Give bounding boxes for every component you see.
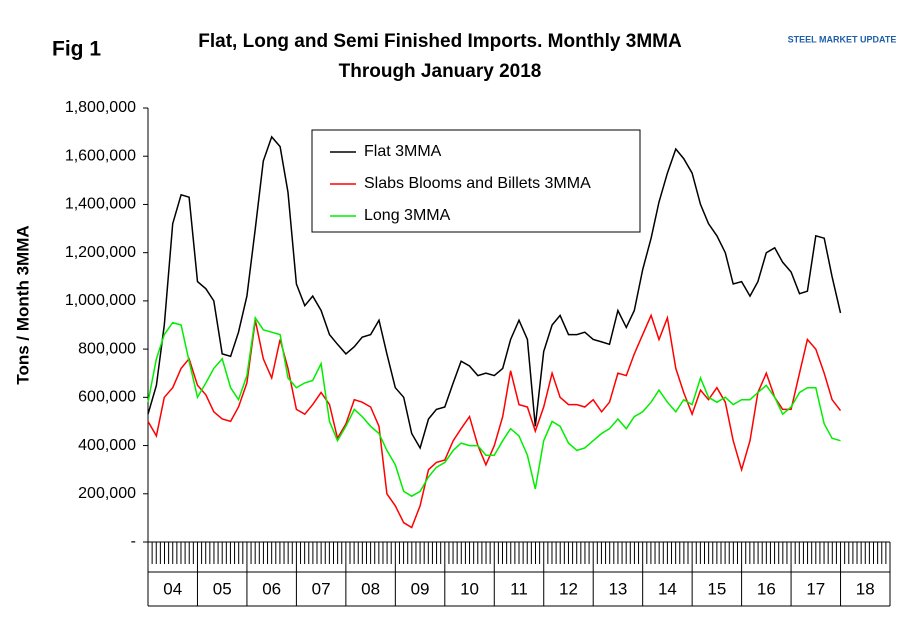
x-tick-label: 06 (262, 579, 281, 598)
series-line (147, 315, 841, 498)
x-tick-label: 17 (806, 579, 825, 598)
x-tick-label: 11 (510, 579, 528, 598)
chart-title: Flat, Long and Semi Finished Imports. Mo… (198, 31, 682, 52)
y-tick-label: 1,200,000 (65, 244, 136, 261)
x-tick-label: 10 (460, 579, 479, 598)
x-tick-label: 14 (658, 579, 677, 598)
y-tick-label: 1,400,000 (65, 196, 136, 213)
logo: STEEL MARKET UPDATE (788, 34, 897, 44)
legend-label: Slabs Blooms and Billets 3MMA (364, 175, 591, 192)
figure-label: Fig 1 (52, 38, 101, 61)
x-tick-label: 15 (707, 579, 726, 598)
x-tick-label: 05 (213, 579, 232, 598)
x-tick-label: 08 (361, 579, 380, 598)
y-tick-label: 200,000 (78, 485, 136, 502)
y-tick-label: 1,600,000 (65, 147, 136, 164)
y-axis-label: Tons / Month 3MMA (13, 225, 32, 384)
legend-box (311, 129, 641, 233)
y-tick-label: 1,800,000 (65, 99, 136, 116)
x-tick-label: 09 (411, 579, 430, 598)
y-tick-label: 800,000 (78, 340, 136, 357)
y-tick-label: 600,000 (78, 389, 136, 406)
x-tick-label: 13 (608, 579, 627, 598)
y-tick-label: - (131, 533, 136, 550)
x-tick-label: 12 (559, 579, 578, 598)
legend-label: Flat 3MMA (364, 143, 442, 160)
series-line (147, 135, 842, 450)
chart-subtitle: Through January 2018 (339, 61, 542, 82)
legend-label: Long 3MMA (364, 207, 451, 224)
x-tick-label: 04 (163, 579, 182, 598)
y-tick-label: 1,000,000 (65, 292, 136, 309)
y-tick-label: 400,000 (78, 437, 136, 454)
series-line (147, 313, 842, 529)
x-tick-label: 07 (312, 579, 331, 598)
x-tick-label: 18 (856, 579, 875, 598)
x-tick-label: 16 (757, 579, 776, 598)
